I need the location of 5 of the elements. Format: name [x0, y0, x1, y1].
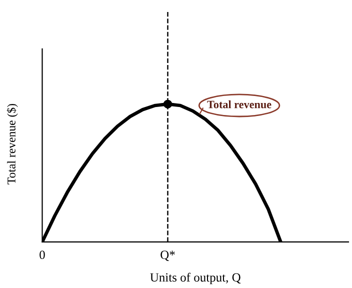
x-tick-label: 0 — [40, 250, 45, 260]
x-tick-label: Q* — [160, 250, 175, 261]
y-axis-title: Total revenue ($) — [6, 104, 18, 184]
x-axis-title: Units of output, Q — [150, 272, 241, 284]
annotation: Total revenue — [207, 100, 272, 108]
